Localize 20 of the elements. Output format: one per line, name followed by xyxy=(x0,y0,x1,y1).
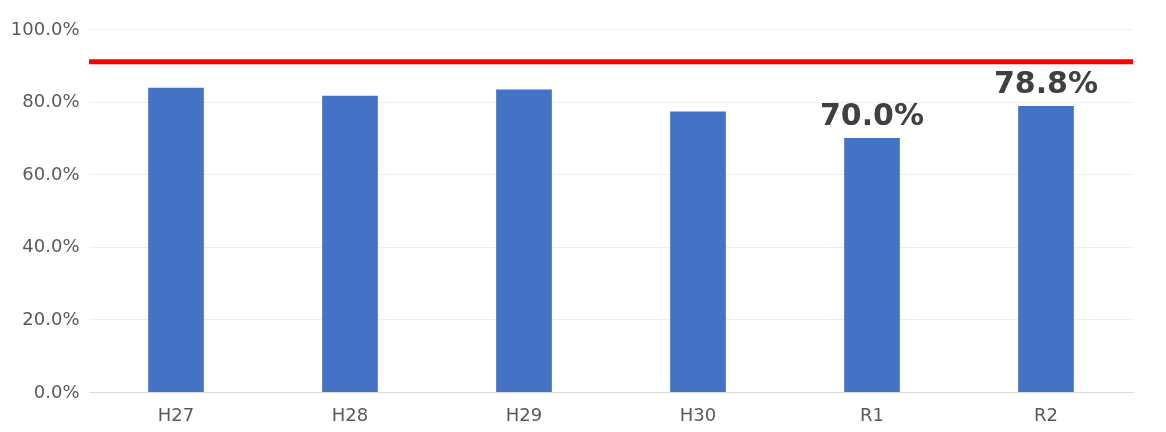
x-tick-label: H29 xyxy=(505,403,543,425)
bar xyxy=(322,95,378,392)
y-tick-label: 100.0% xyxy=(10,17,80,39)
x-tick-label: H28 xyxy=(331,403,369,425)
x-tick-label: H30 xyxy=(679,403,717,425)
bar xyxy=(496,89,552,392)
y-tick-label: 40.0% xyxy=(22,235,80,257)
y-tick-label: 80.0% xyxy=(22,90,80,112)
y-tick-label: 60.0% xyxy=(22,162,80,184)
bar xyxy=(844,137,900,392)
data-label: 78.8% xyxy=(993,64,1099,100)
data-label: 70.0% xyxy=(819,96,925,132)
y-tick-label: 0.0% xyxy=(33,380,80,402)
x-tick-label: H27 xyxy=(157,403,195,425)
y-tick-label: 20.0% xyxy=(22,307,80,329)
bar xyxy=(148,87,204,392)
x-tick-label: R2 xyxy=(1034,403,1058,425)
x-tick-label: R1 xyxy=(860,403,884,425)
bar xyxy=(670,111,726,392)
bar xyxy=(1018,105,1074,392)
